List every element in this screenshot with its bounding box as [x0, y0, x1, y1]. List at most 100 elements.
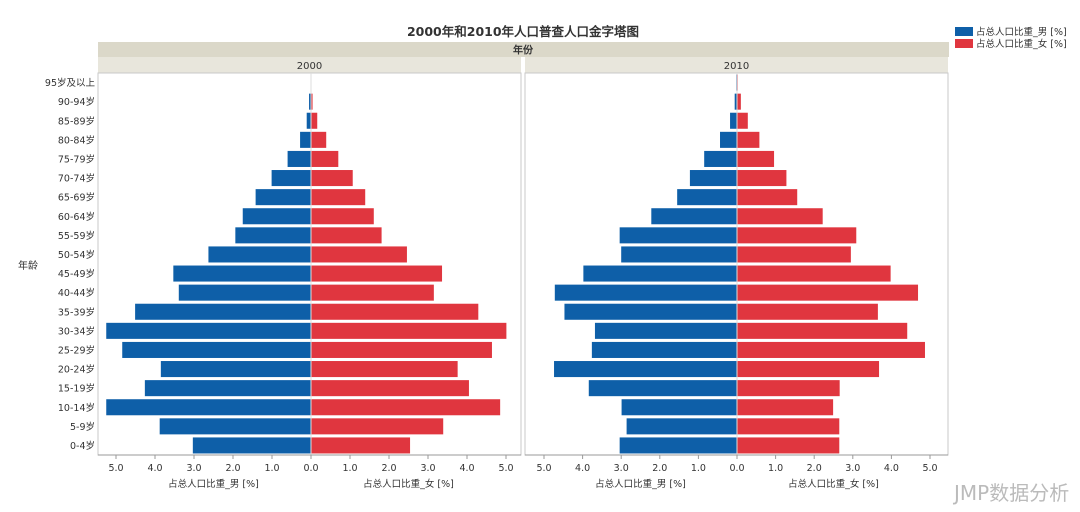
- legend-label: 占总人口比重_女 [%]: [976, 38, 1067, 50]
- bar-male: [178, 284, 311, 301]
- y-tick-label: 90-94岁: [58, 96, 95, 108]
- bar-female: [311, 418, 444, 435]
- bar-female: [311, 112, 318, 129]
- panel-label: 2000: [297, 61, 322, 72]
- x-tick-label: 5.0: [536, 463, 551, 474]
- bar-male: [677, 189, 737, 206]
- y-tick-label: 95岁及以上: [45, 77, 96, 89]
- bar-male: [621, 246, 737, 263]
- bar-female: [737, 284, 919, 301]
- bar-male: [235, 227, 311, 244]
- y-tick-label: 60-64岁: [58, 211, 95, 223]
- bar-male: [734, 93, 737, 110]
- bar-female: [311, 303, 479, 320]
- bar-female: [311, 322, 507, 339]
- bar-female: [311, 131, 327, 148]
- bar-male: [619, 437, 737, 454]
- bar-male: [594, 322, 737, 339]
- bar-female: [311, 208, 374, 225]
- bar-male: [591, 341, 737, 358]
- bar-male: [271, 170, 311, 187]
- x-tick-label: 3.0: [420, 463, 435, 474]
- watermark: JMP数据分析: [952, 481, 1069, 505]
- bar-female: [311, 170, 353, 187]
- y-tick-label: 40-44岁: [58, 287, 95, 299]
- y-tick-label: 15-19岁: [58, 383, 95, 395]
- bar-male: [106, 399, 311, 416]
- bar-male: [689, 170, 737, 187]
- bar-female: [311, 227, 382, 244]
- panel-header: [98, 57, 521, 73]
- bar-female: [737, 170, 787, 187]
- y-tick-label: 35-39岁: [58, 306, 95, 318]
- bar-male: [564, 303, 737, 320]
- y-tick-label: 30-34岁: [58, 325, 95, 337]
- bar-female: [311, 93, 313, 110]
- bar-male: [720, 131, 737, 148]
- bar-male: [135, 303, 311, 320]
- bar-female: [311, 150, 339, 167]
- bar-female: [737, 131, 760, 148]
- panel-header: [525, 57, 948, 73]
- bar-female: [737, 399, 834, 416]
- bar-female: [311, 189, 366, 206]
- y-tick-label: 50-54岁: [58, 249, 95, 261]
- legend: 占总人口比重_男 [%]占总人口比重_女 [%]: [955, 26, 1067, 50]
- bar-male: [173, 265, 311, 282]
- bar-female: [311, 380, 469, 397]
- plot-frame: [97, 72, 522, 456]
- x-tick-label: 5.0: [498, 463, 513, 474]
- panel-label: 2010: [724, 61, 749, 72]
- bar-male: [588, 380, 737, 397]
- legend-label: 占总人口比重_男 [%]: [976, 26, 1067, 38]
- bar-male: [300, 131, 311, 148]
- bar-male: [626, 418, 737, 435]
- bar-female: [737, 437, 840, 454]
- x-tick-label: 1.0: [768, 463, 783, 474]
- bar-male: [554, 284, 737, 301]
- x-tick-label: 2.0: [652, 463, 667, 474]
- x-axis-title-female: 占总人口比重_女 [%]: [788, 478, 879, 490]
- x-tick-label: 5.0: [922, 463, 937, 474]
- bar-female: [737, 208, 823, 225]
- y-tick-label: 10-14岁: [58, 402, 95, 414]
- bar-male: [287, 150, 311, 167]
- x-tick-label: 1.0: [264, 463, 279, 474]
- bar-male: [144, 380, 311, 397]
- legend-swatch: [955, 27, 973, 36]
- bar-male: [704, 150, 737, 167]
- x-axis-title-male: 占总人口比重_男 [%]: [595, 478, 686, 490]
- x-tick-label: 4.0: [459, 463, 474, 474]
- y-tick-label: 25-29岁: [58, 344, 95, 356]
- bar-female: [737, 265, 891, 282]
- bar-male: [583, 265, 737, 282]
- x-tick-label: 2.0: [381, 463, 396, 474]
- bar-female: [737, 361, 880, 378]
- x-axis-title-female: 占总人口比重_女 [%]: [363, 478, 454, 490]
- x-axis-title-male: 占总人口比重_男 [%]: [168, 478, 259, 490]
- bar-male: [159, 418, 311, 435]
- x-tick-label: 4.0: [884, 463, 899, 474]
- bar-female: [737, 150, 775, 167]
- bar-female: [737, 322, 908, 339]
- y-tick-label: 80-84岁: [58, 134, 95, 146]
- bar-female: [737, 189, 798, 206]
- x-tick-label: 3.0: [845, 463, 860, 474]
- bar-male: [621, 399, 737, 416]
- x-tick-label: 4.0: [147, 463, 162, 474]
- group-header-band: [98, 42, 949, 57]
- bar-male: [554, 361, 737, 378]
- bar-female: [311, 341, 492, 358]
- bar-male: [651, 208, 737, 225]
- bar-female: [737, 380, 840, 397]
- bar-female: [311, 284, 434, 301]
- bar-male: [619, 227, 737, 244]
- chart-title: 2000年和2010年人口普查人口金字塔图: [407, 24, 639, 39]
- x-tick-label: 2.0: [225, 463, 240, 474]
- x-tick-label: 3.0: [186, 463, 201, 474]
- y-tick-label: 5-9岁: [70, 421, 95, 433]
- bar-male: [306, 112, 311, 129]
- x-tick-label: 5.0: [108, 463, 123, 474]
- bar-female: [311, 437, 411, 454]
